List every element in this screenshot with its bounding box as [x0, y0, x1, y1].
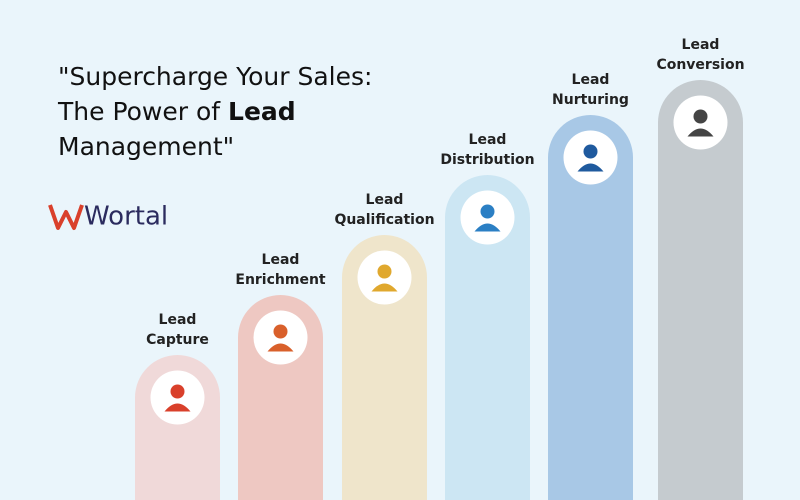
stage-label: Enrichment [235, 272, 326, 288]
title-line: "Supercharge Your Sales: [58, 62, 372, 91]
stage-label: Distribution [440, 152, 534, 168]
icon [480, 204, 495, 219]
icon [577, 163, 604, 172]
icon [474, 223, 501, 232]
pillar [658, 80, 743, 500]
pillar [445, 175, 530, 500]
icon [164, 403, 191, 412]
title-line: Management" [58, 132, 234, 161]
stage-label: Nurturing [552, 92, 629, 108]
title-line: The Power of Lead [57, 97, 296, 126]
logo-text: Wortal [84, 202, 168, 232]
icon [267, 343, 294, 352]
pillar [342, 235, 427, 500]
stage-label: Conversion [656, 57, 744, 73]
stage-label: Capture [146, 332, 209, 348]
icon [687, 128, 714, 137]
logo-mark [48, 204, 84, 230]
icon [377, 264, 392, 279]
stages: Lead Capture Lead Enrichment Lead Qualificati… [135, 37, 745, 500]
logo: Wortal [48, 202, 168, 232]
title-bold: Lead [228, 97, 296, 126]
stage-label: Lead [572, 72, 610, 88]
stage-label: Lead [159, 312, 197, 328]
icon [583, 144, 598, 159]
icon [170, 384, 185, 399]
title-part: The Power of [57, 97, 228, 126]
stage-label: Lead [262, 252, 300, 268]
icon [693, 109, 708, 124]
pillar [548, 115, 633, 500]
icon [273, 324, 288, 339]
icon [371, 283, 398, 292]
stage-label: Qualification [334, 212, 434, 228]
stage-label: Lead [366, 192, 404, 208]
stage-label: Lead [682, 37, 720, 53]
stage-label: Lead [469, 132, 507, 148]
